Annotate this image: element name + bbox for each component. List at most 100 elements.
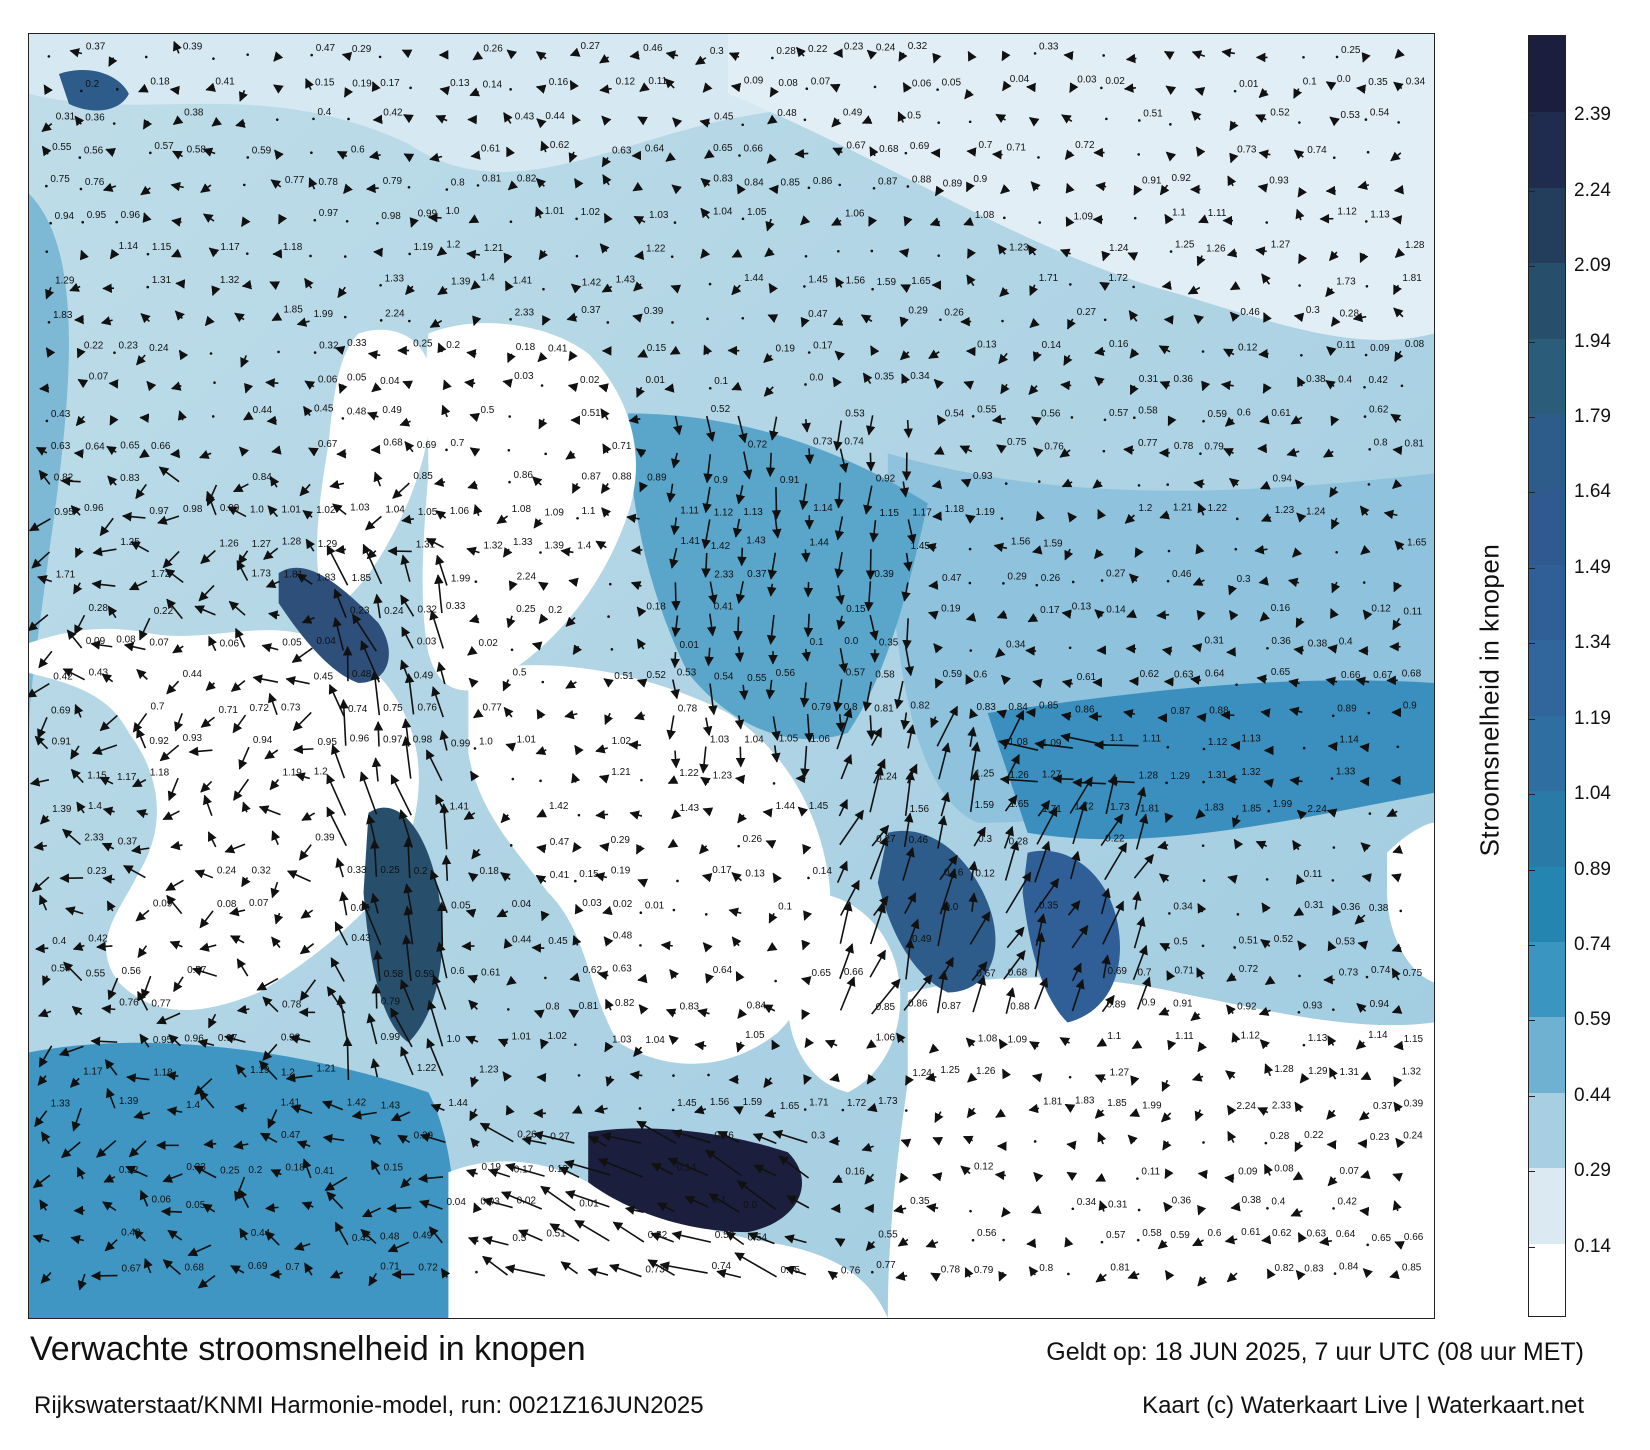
current-dot	[1138, 119, 1141, 122]
speed-label: 0.1	[1303, 77, 1317, 88]
map-area[interactable]: 0.37 0.39 0.47 0.29 0.26 0.27 0.46 0.3 0.28 0.22 0…	[28, 33, 1435, 1319]
current-arrow	[305, 78, 314, 91]
speed-label: 0.66	[1404, 1232, 1424, 1243]
speed-label: 1.01	[517, 734, 537, 745]
speed-label: 0.71	[1007, 143, 1027, 154]
current-arrow	[502, 547, 513, 558]
current-arrow	[566, 312, 578, 322]
current-arrow	[1394, 540, 1405, 551]
speed-label: 0.86	[813, 176, 833, 187]
current-arrow	[540, 140, 550, 153]
current-arrow	[102, 806, 115, 816]
speed-label: 0.2	[548, 605, 562, 616]
current-arrow	[665, 152, 676, 162]
current-arrow	[1159, 510, 1171, 520]
speed-label: 0.5	[512, 1233, 526, 1244]
speed-label: 0.51	[546, 1229, 566, 1240]
current-arrow	[997, 244, 1008, 255]
speed-label: 0.78	[1174, 441, 1194, 452]
current-arrow	[233, 778, 250, 801]
speed-label: 1.19	[975, 507, 995, 518]
current-arrow	[334, 544, 346, 555]
speed-label: 0.34	[1006, 640, 1026, 651]
current-arrow	[601, 115, 612, 126]
speed-label: 1.44	[809, 537, 829, 548]
speed-label: 0.65	[1372, 1233, 1392, 1244]
speed-label: 1.28	[1139, 770, 1159, 781]
speed-label: 1.12	[1208, 737, 1228, 748]
speed-label: 0.94	[1370, 999, 1390, 1010]
current-arrow	[194, 869, 214, 879]
speed-label: 1.73	[1336, 277, 1356, 288]
current-arrow	[869, 903, 886, 945]
current-arrow	[304, 380, 316, 390]
current-arrow	[633, 250, 645, 261]
current-arrow	[1360, 545, 1371, 555]
current-arrow	[506, 49, 518, 60]
speed-label: 0.99	[451, 738, 471, 749]
speed-label: 0.7	[151, 701, 165, 712]
speed-label: 0.09	[86, 636, 106, 647]
current-arrow	[699, 746, 709, 774]
speed-label: 0.51	[1239, 935, 1259, 946]
colorbar-segment	[1529, 790, 1565, 867]
current-arrow	[264, 749, 279, 760]
current-arrow	[336, 994, 349, 1043]
speed-label: 0.94	[253, 735, 273, 746]
current-arrow	[400, 554, 411, 582]
current-arrow	[968, 860, 978, 881]
current-arrow	[1191, 110, 1202, 122]
current-arrow	[256, 977, 279, 991]
current-arrow	[432, 974, 447, 1010]
current-dot	[741, 316, 745, 320]
speed-zone-strong-east	[987, 680, 1434, 840]
current-arrow	[1071, 924, 1089, 949]
current-dot	[1169, 250, 1173, 253]
current-arrow	[931, 479, 943, 489]
speed-label: 0.13	[977, 339, 997, 350]
current-arrow	[1132, 890, 1142, 910]
current-arrow	[1259, 611, 1270, 622]
land-west	[29, 628, 419, 1010]
current-dot	[1333, 1272, 1337, 1275]
current-arrow	[1357, 940, 1369, 950]
current-dot	[904, 151, 908, 155]
current-arrow	[803, 910, 813, 921]
current-arrow	[132, 778, 147, 788]
speed-label: 2.24	[1236, 1101, 1256, 1112]
current-dot	[1331, 879, 1335, 882]
speed-label: 1.4	[577, 540, 591, 551]
current-arrow	[796, 46, 806, 58]
speed-label: 0.58	[1142, 1228, 1162, 1239]
speed-label: 1.28	[282, 536, 302, 547]
current-arrow	[1229, 152, 1239, 164]
current-arrow	[211, 285, 221, 296]
speed-label: 0.53	[1341, 110, 1361, 121]
current-arrow	[465, 908, 477, 918]
speed-label: 0.05	[451, 901, 471, 912]
current-arrow	[71, 1005, 83, 1016]
current-arrow	[536, 118, 547, 129]
speed-label: 1.39	[52, 804, 72, 815]
current-speed-map[interactable]: 0.37 0.39 0.47 0.29 0.26 0.27 0.46 0.3 0.28 0.22 0…	[29, 34, 1434, 1318]
speed-label: 0.85	[781, 177, 801, 188]
current-arrow	[701, 519, 711, 550]
speed-label: 0.75	[383, 703, 403, 714]
speed-label: 0.66	[151, 441, 171, 452]
speed-label: 1.29	[1171, 771, 1191, 782]
current-dot	[409, 86, 412, 90]
current-arrow	[965, 514, 976, 524]
current-dot	[968, 120, 972, 124]
current-arrow	[121, 511, 146, 522]
current-arrow	[933, 378, 944, 390]
speed-label: 0.84	[744, 178, 764, 189]
current-arrow	[601, 283, 613, 293]
speed-label: 0.25	[516, 604, 536, 615]
current-arrow	[605, 998, 614, 1011]
land-east-coast	[1387, 822, 1434, 983]
speed-label: 0.79	[383, 176, 403, 187]
current-dot	[310, 151, 313, 155]
colorbar-tick-label: 1.04	[1574, 783, 1611, 805]
current-arrow	[903, 552, 913, 572]
current-arrow	[767, 314, 779, 323]
